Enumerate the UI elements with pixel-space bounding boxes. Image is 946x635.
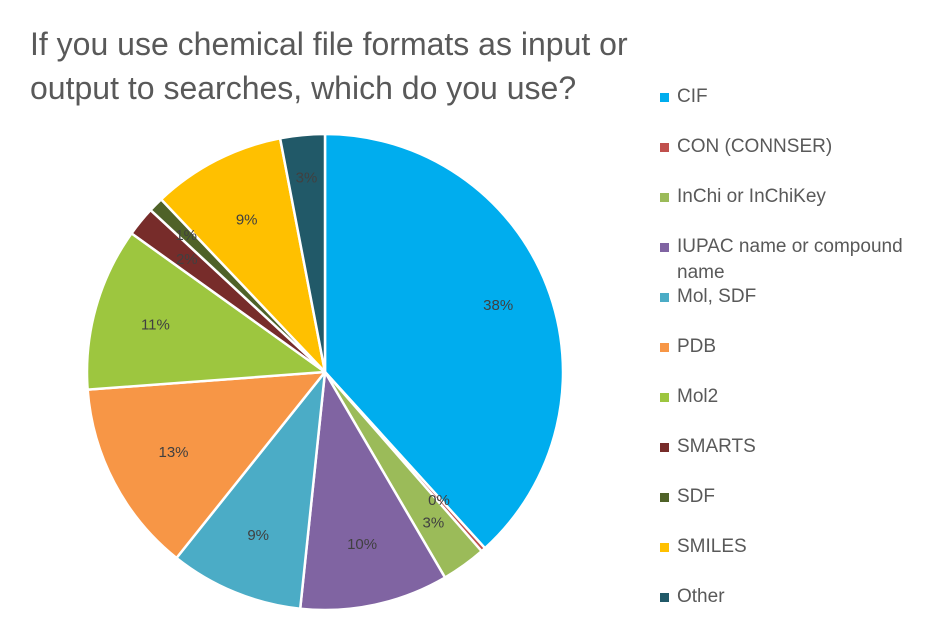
legend-swatch: [660, 193, 669, 202]
pie-slice-pdb: [86, 370, 327, 560]
legend-swatch: [660, 393, 669, 402]
legend-label: SDF: [677, 486, 715, 507]
legend-swatch: [660, 443, 669, 452]
legend-label: SMARTS: [677, 436, 756, 457]
legend-swatch: [660, 493, 669, 502]
pie-slice-other: [278, 132, 327, 374]
data-label-mol-sdf: 9%: [247, 527, 269, 544]
data-label-cif: 38%: [483, 297, 513, 314]
chart-title: If you use chemical file formats as inpu…: [30, 26, 628, 106]
data-label-sdf: 1%: [175, 227, 197, 244]
legend-swatch: [660, 93, 669, 102]
legend-swatch: [660, 293, 669, 302]
legend-label: SMILES: [677, 536, 747, 557]
data-label-pdb: 13%: [158, 444, 188, 461]
data-label-inchi-or-inchikey: 3%: [423, 515, 445, 532]
legend-swatch: [660, 243, 669, 252]
pie-slice-mol-sdf: [175, 370, 327, 610]
pie-slice-iupac-name-or-compound-name: [298, 370, 447, 612]
data-label-smiles: 9%: [236, 212, 258, 229]
legend-label: CON (CONNSER): [677, 136, 833, 157]
legend-swatch: [660, 543, 669, 552]
pie-slice-cif: [323, 132, 565, 550]
legend-label: Mol, SDF: [677, 286, 757, 307]
data-label-con-connser: 0%: [428, 492, 450, 509]
data-label-iupac-name-or-compound-name: 10%: [347, 536, 377, 553]
legend-swatch: [660, 143, 669, 152]
data-label-smarts: 2%: [176, 251, 198, 268]
pie-slice-mol2: [85, 232, 327, 391]
data-label-other: 3%: [296, 170, 318, 187]
pie-slice-smiles: [159, 137, 327, 374]
data-label-mol2: 11%: [141, 316, 170, 333]
legend-label: IUPAC name or compound name: [677, 236, 903, 283]
legend-swatch: [660, 343, 669, 352]
legend-label: Mol2: [677, 386, 719, 407]
legend-swatch: [660, 593, 669, 602]
legend-label: InChi or InChiKey: [677, 186, 826, 207]
legend-label: PDB: [677, 336, 717, 357]
legend-label: CIF: [677, 86, 708, 107]
legend-label: Other: [677, 586, 725, 607]
